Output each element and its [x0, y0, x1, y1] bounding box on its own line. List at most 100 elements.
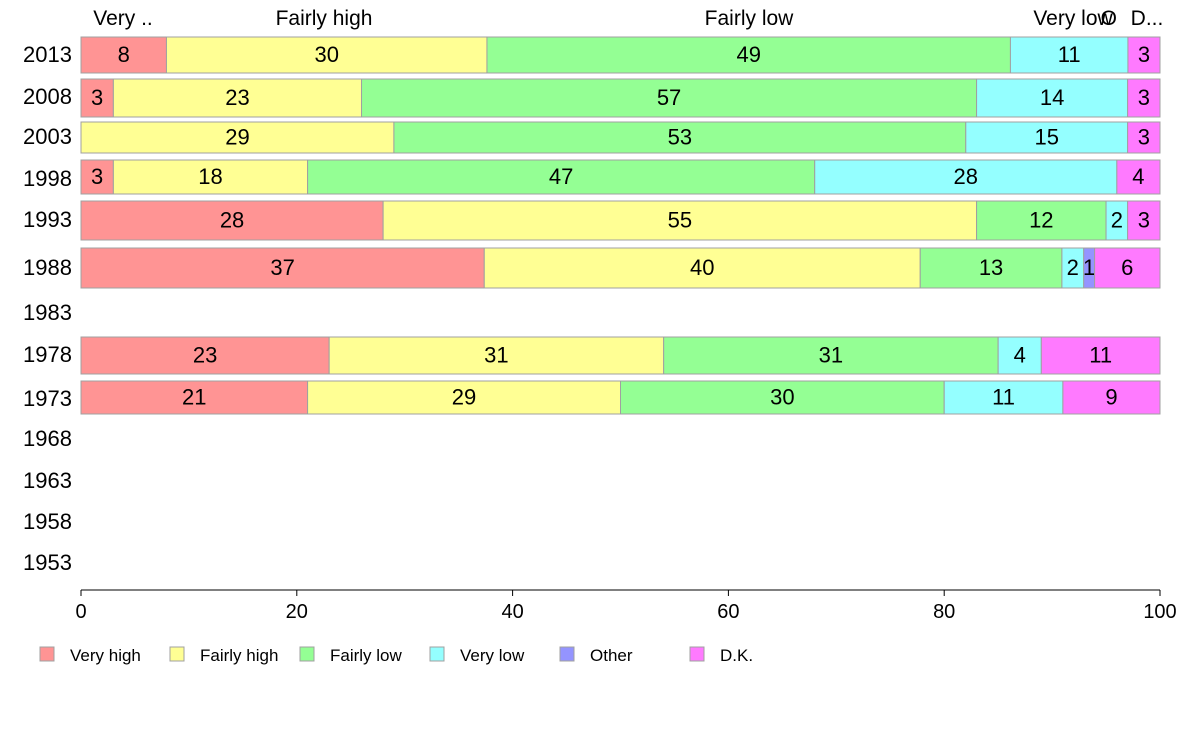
bar-segment — [483, 247, 921, 289]
data-label: 4 — [1132, 164, 1144, 189]
y-tick-label: 2003 — [23, 124, 72, 149]
y-tick-label: 1968 — [23, 426, 72, 451]
y-tick-label: 1993 — [23, 207, 72, 232]
data-label: 8 — [118, 42, 130, 67]
bar-segment — [112, 159, 309, 195]
data-label: 29 — [225, 124, 249, 149]
data-label: 31 — [819, 342, 843, 367]
legend-swatch — [39, 646, 55, 662]
bar-segment — [80, 78, 114, 118]
bar-segment — [965, 121, 1129, 154]
bar-segment — [80, 247, 485, 289]
data-label: 30 — [314, 42, 338, 67]
data-label: 29 — [452, 384, 476, 409]
legend-label: D.K. — [720, 646, 753, 665]
data-label: 3 — [91, 85, 103, 110]
bar-segment — [919, 247, 1063, 289]
bar-segment — [80, 159, 114, 195]
bar-segment — [165, 36, 488, 74]
data-label: 37 — [270, 255, 294, 280]
data-label: 28 — [954, 164, 978, 189]
legend-label: Other — [590, 646, 633, 665]
x-axis: 0 20 40 60 80 100 — [75, 589, 1177, 623]
data-label: 28 — [220, 207, 244, 232]
data-label: 1 — [1083, 255, 1095, 280]
y-tick-label: 2013 — [23, 42, 72, 67]
x-tick-label: 0 — [75, 601, 86, 623]
bar-segment — [1062, 380, 1161, 415]
bar-segment — [663, 336, 999, 375]
legend-label: Fairly low — [330, 646, 403, 665]
top-label: Fairly high — [276, 7, 373, 30]
data-label: 57 — [657, 85, 681, 110]
data-label: 15 — [1034, 124, 1058, 149]
legend-swatch — [689, 646, 705, 662]
bar-segment — [1116, 159, 1161, 195]
bar-segment — [943, 380, 1064, 415]
bar-segment — [620, 380, 945, 415]
data-label: 21 — [182, 384, 206, 409]
data-label: 55 — [668, 207, 692, 232]
bar-segment — [976, 78, 1129, 118]
bar-segment — [382, 200, 978, 241]
top-label: Fairly low — [705, 7, 795, 30]
data-label: 18 — [198, 164, 222, 189]
data-label: 11 — [1089, 342, 1112, 367]
bars: 8 30 49 11 33 23 57 14 329 53 15 33 18 47 28 428 55 12 2 33… — [80, 36, 1161, 415]
data-label: 11 — [1058, 42, 1081, 67]
top-label: Very low — [1033, 7, 1113, 30]
legend-swatch — [429, 646, 445, 662]
data-label: 3 — [1138, 124, 1150, 149]
legend-swatch — [559, 646, 575, 662]
data-label: 3 — [1138, 42, 1150, 67]
data-label: 2 — [1067, 255, 1079, 280]
data-label: 11 — [992, 384, 1015, 409]
data-label: 40 — [690, 255, 714, 280]
top-label: D... — [1131, 7, 1164, 30]
y-tick-label: 1963 — [23, 468, 72, 493]
bar-segment — [814, 159, 1118, 195]
y-tick-label: 1998 — [23, 166, 72, 191]
data-label: 3 — [1138, 207, 1150, 232]
data-label: 47 — [549, 164, 573, 189]
bar-segment — [80, 336, 330, 375]
data-label: 3 — [1138, 85, 1150, 110]
data-label: 12 — [1029, 207, 1053, 232]
data-label: 4 — [1014, 342, 1026, 367]
y-tick-label: 2008 — [23, 84, 72, 109]
bar-segment — [1040, 336, 1161, 375]
x-tick-label: 80 — [933, 601, 955, 623]
y-tick-label: 1973 — [23, 386, 72, 411]
bar-segment — [1127, 121, 1161, 154]
y-tick-label: 1953 — [23, 550, 72, 575]
bar-segment — [1127, 36, 1161, 74]
data-label: 30 — [770, 384, 794, 409]
legend-label: Fairly high — [200, 646, 278, 665]
legend-swatch — [299, 646, 315, 662]
y-tick-label: 1958 — [23, 509, 72, 534]
bar-segment — [361, 78, 978, 118]
y-axis-labels: 2013 2008 2003 1998 1993 1988 1983 1978 1973 1968… — [23, 42, 72, 575]
data-label: 14 — [1040, 85, 1064, 110]
data-label: 23 — [225, 85, 249, 110]
x-tick-label: 40 — [501, 601, 523, 623]
bar-segment — [307, 159, 816, 195]
data-label: 13 — [979, 255, 1003, 280]
y-tick-label: 1988 — [23, 255, 72, 280]
y-tick-label: 1983 — [23, 300, 72, 325]
data-label: 2 — [1111, 207, 1123, 232]
bar-segment — [1094, 247, 1161, 289]
data-label: 9 — [1105, 384, 1117, 409]
legend-label: Very high — [70, 646, 141, 665]
bar-segment — [1127, 200, 1161, 241]
x-tick-label: 100 — [1143, 601, 1176, 623]
x-tick-label: 60 — [717, 601, 739, 623]
top-label: O — [1101, 7, 1117, 30]
bar-segment — [1127, 78, 1161, 118]
data-label: 53 — [668, 124, 692, 149]
bar-segment — [997, 336, 1042, 375]
bar-segment — [328, 336, 665, 375]
bar-segment — [393, 121, 967, 154]
